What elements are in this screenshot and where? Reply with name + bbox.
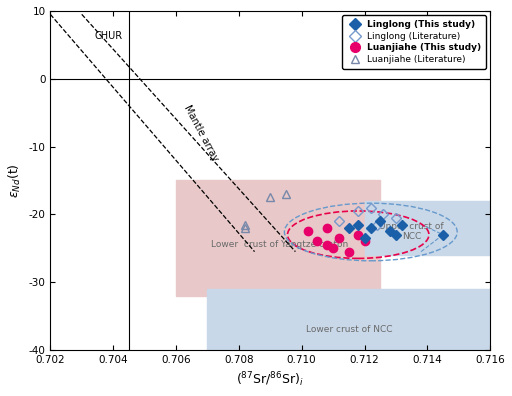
Bar — [207, 289, 490, 350]
Text: CHUR: CHUR — [95, 31, 122, 41]
Text: Upper crust of
NCC: Upper crust of NCC — [379, 222, 444, 241]
Text: Lower  crust of Yangtze craton: Lower crust of Yangtze craton — [211, 240, 348, 249]
Bar — [365, 201, 490, 255]
X-axis label: ($^{87}$Sr/$^{86}$Sr)$_i$: ($^{87}$Sr/$^{86}$Sr)$_i$ — [237, 370, 304, 389]
Text: Mantle array: Mantle array — [182, 103, 220, 163]
Y-axis label: $\varepsilon_{Nd}$(t): $\varepsilon_{Nd}$(t) — [7, 163, 23, 198]
Legend: Linglong (This study), Linglong (Literature), Luanjiahe (This study), Luanjiahe : Linglong (This study), Linglong (Literat… — [342, 15, 486, 69]
Bar — [176, 181, 380, 296]
Text: Lower crust of NCC: Lower crust of NCC — [306, 325, 392, 334]
